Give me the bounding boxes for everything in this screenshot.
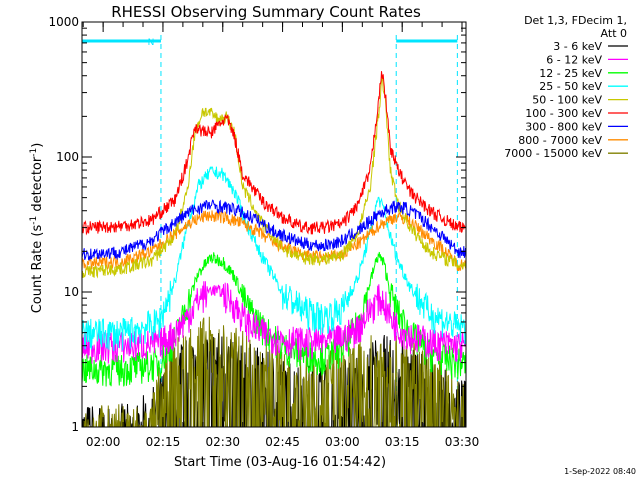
annotation-marker: N (148, 38, 155, 48)
x-tick-label-3: 02:45 (265, 435, 300, 449)
y-axis-label-end: ) (30, 143, 45, 148)
series-line-3 (82, 166, 466, 352)
x-tick-label-0: 02:00 (86, 435, 121, 449)
data-series (82, 71, 466, 427)
legend-label-0: 3 - 6 keV (553, 40, 602, 53)
series-line-5 (82, 71, 466, 236)
y-axis-label-main: Count Rate (s (30, 225, 45, 314)
chart-title: RHESSI Observing Summary Count Rates (111, 3, 421, 21)
y-axis-label-sup2: -1 (29, 148, 39, 157)
footer-timestamp: 1-Sep-2022 08:40 (564, 467, 636, 476)
legend-header-1: Det 1,3, FDecim 1, (524, 14, 627, 27)
y-tick-label-0: 1 (71, 420, 79, 434)
series-line-1 (82, 281, 466, 364)
legend-label-6: 300 - 800 keV (525, 120, 602, 133)
x-tick-label-4: 03:00 (325, 435, 360, 449)
x-tick-label-1: 02:15 (146, 435, 181, 449)
x-tick-label-2: 02:30 (205, 435, 240, 449)
legend-label-3: 25 - 50 keV (539, 80, 602, 93)
legend-label-7: 800 - 7000 keV (518, 134, 602, 147)
axes: 1 10 100 1000 02:00 02:15 02:30 02:45 03:00 03:15… (48, 15, 479, 449)
x-tick-label-5: 03:15 (385, 435, 420, 449)
legend-label-5: 100 - 300 keV (525, 107, 602, 120)
legend-label-8: 7000 - 15000 keV (504, 147, 602, 160)
x-axis-label: Start Time (03-Aug-16 01:54:42) (174, 455, 386, 470)
legend-label-1: 6 - 12 keV (546, 53, 602, 66)
y-tick-label-3: 1000 (48, 15, 79, 29)
legend-label-2: 12 - 25 keV (539, 67, 602, 80)
y-tick-label-1: 10 (64, 285, 79, 299)
y-axis-label: Count Rate (s-1 detector-1) (29, 143, 45, 314)
y-axis-label-mid: detector (30, 156, 45, 216)
y-tick-label-2: 100 (56, 150, 79, 164)
legend-header-2: Att 0 (601, 27, 627, 40)
legend-label-4: 50 - 100 keV (532, 94, 602, 107)
series-line-6 (82, 199, 466, 261)
plot-frame (81, 21, 467, 428)
series-line-4 (82, 75, 466, 279)
y-axis-label-sup1: -1 (29, 216, 39, 225)
x-tick-label-6: 03:30 (445, 435, 480, 449)
